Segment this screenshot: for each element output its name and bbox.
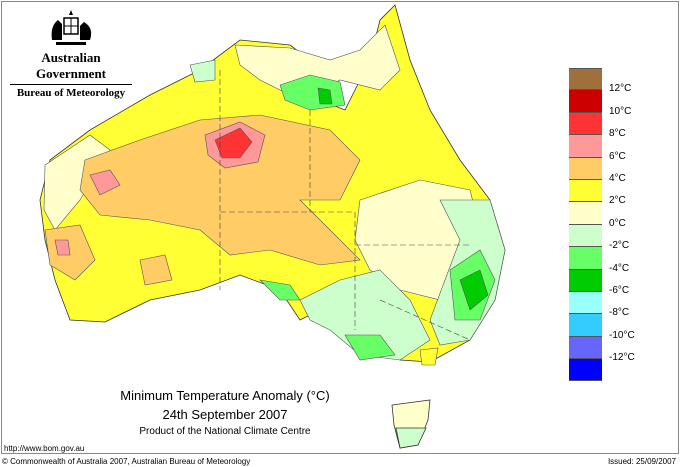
legend-swatch xyxy=(569,157,602,180)
legend-swatch xyxy=(569,224,602,248)
state-borders xyxy=(219,70,471,341)
legend-label: -2°C xyxy=(609,240,630,252)
legend-swatch xyxy=(569,314,602,337)
yellow-se xyxy=(419,347,439,366)
legend-label: -8°C xyxy=(609,307,630,319)
logo-divider xyxy=(10,84,132,85)
legend-label: -12°C xyxy=(609,352,635,364)
legend-swatch xyxy=(569,291,602,315)
legend-label: 0°C xyxy=(609,217,626,229)
legend-swatch xyxy=(569,247,602,270)
legend-swatch xyxy=(569,135,602,158)
copyright: © Commonwealth of Australia 2007, Austra… xyxy=(2,457,251,466)
red-central xyxy=(214,127,253,159)
legend-label: 4°C xyxy=(609,173,626,184)
bureau-label: Bureau of Meteorology xyxy=(16,87,126,99)
legend-label: 12°C xyxy=(609,83,632,95)
legend-label: -6°C xyxy=(609,285,630,296)
green-sa xyxy=(259,279,301,301)
product-line: Product of the National Climate Centre xyxy=(139,426,311,437)
cream-north xyxy=(234,24,401,101)
government-label: Australian Government xyxy=(35,50,107,81)
green-kimberley xyxy=(189,59,216,83)
legend-swatch xyxy=(569,68,602,91)
date-line: 24th September 2007 xyxy=(162,407,288,422)
legend-swatch xyxy=(569,269,602,292)
orange-sw xyxy=(44,224,96,281)
legend-swatch xyxy=(569,202,602,225)
legend-label: 2°C xyxy=(609,195,626,207)
title-line: Minimum Temperature Anomaly (°C) xyxy=(120,388,330,403)
issued-date: Issued: 25/09/2007 xyxy=(607,457,676,466)
legend-swatch xyxy=(569,112,602,136)
legend-swatch xyxy=(569,359,602,382)
lightgreen-south xyxy=(299,269,431,361)
map-title: Minimum Temperature Anomaly (°C) 24th Se… xyxy=(100,388,350,437)
dkgreen-gulf xyxy=(317,87,333,105)
pink-sw xyxy=(54,239,71,256)
legend-swatch xyxy=(569,336,602,360)
green-south xyxy=(344,334,396,361)
map-frame xyxy=(1,1,679,454)
pink-west xyxy=(89,169,121,196)
dkgreen-east xyxy=(459,269,489,311)
color-legend: 12°C 10°C 8°C 6°C 4°C 2°C 0°C -2°C -4°C -6°C -8°C -… xyxy=(569,68,635,382)
orange-south xyxy=(139,254,173,286)
legend-label: -4°C xyxy=(609,262,630,274)
legend-label: 8°C xyxy=(609,128,626,140)
website-link[interactable]: http://www.bom.gov.au xyxy=(4,444,85,453)
coat-of-arms-icon xyxy=(51,10,92,45)
legend-swatch xyxy=(569,179,602,203)
legend-label: -10°C xyxy=(609,329,635,341)
legend-label: 10°C xyxy=(609,105,632,117)
tasmania-south xyxy=(395,427,427,449)
legend-swatch xyxy=(569,90,602,113)
government-logo: Australian Government Bureau of Meteorol… xyxy=(10,10,132,99)
legend-label: 6°C xyxy=(609,150,626,162)
